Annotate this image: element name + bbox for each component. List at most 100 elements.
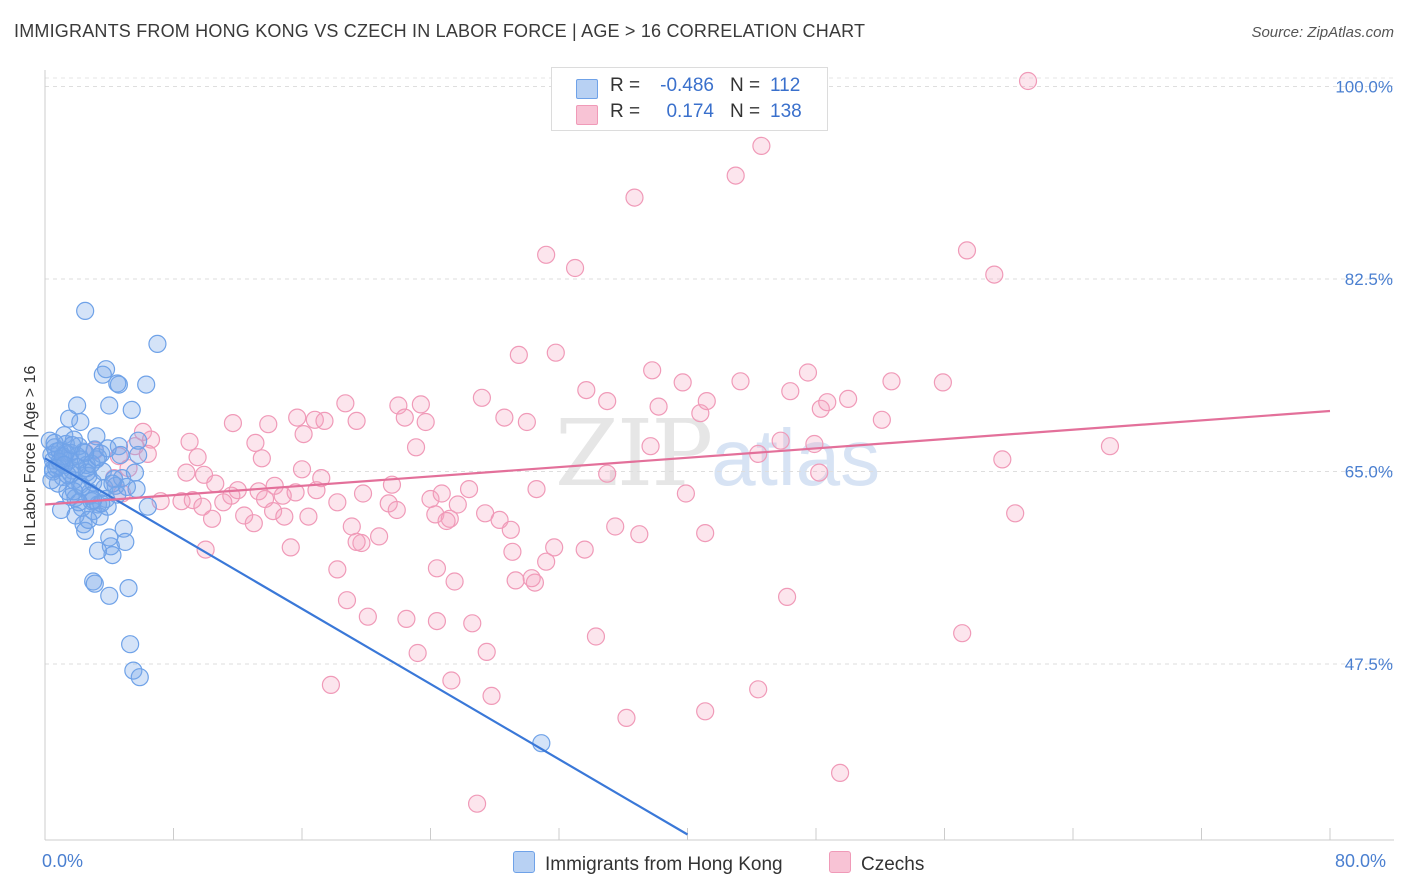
czech-point [1100,437,1120,456]
czech-point [188,448,207,467]
hong-kong-point [87,427,106,446]
hong-kong-point [76,301,95,320]
czech-point [811,399,830,418]
czech-point [503,542,522,561]
hong-kong-point [108,374,127,393]
czechs-points [85,71,1120,813]
hong-kong-point [42,471,61,490]
czech-point [337,591,357,610]
hong-kong-points [40,301,551,753]
hong-kong-point [59,409,79,428]
hong-kong-point [125,463,145,482]
czech-point [749,680,768,699]
watermark-zip: ZIP [555,400,713,507]
hong-kong-point [45,433,64,452]
czech-point [395,408,414,427]
czech-point [953,624,972,643]
hong-kong-point [116,532,135,552]
czech-point [643,361,662,380]
bottom-legend-swatch-czechs [829,851,851,873]
czech-point [537,245,556,264]
legend-n-label: N = [730,101,761,122]
hong-kong-point [137,375,156,394]
czech-point [180,432,199,451]
czech-point [731,372,750,391]
legend-n-label: N = [730,75,761,96]
czech-point [252,449,271,468]
czech-point [649,397,668,416]
czech-point [506,571,525,590]
czech-point [321,675,341,695]
trend-lines [44,409,1331,836]
hong-kong-point [119,578,138,598]
czech-point [448,495,467,514]
czech-point [575,540,594,559]
chart-title: IMMIGRANTS FROM HONG KONG VS CZECH IN LA… [14,21,866,41]
legend-n-value-czechs: 138 [770,101,802,122]
czech-point [426,505,445,524]
czech-point [411,395,430,414]
hong-kong-point [127,480,146,499]
czech-point [882,372,901,391]
source-note: Source: ZipAtlas.com [1251,24,1394,41]
czech-point [133,422,153,441]
czech-point [406,438,426,457]
czech-point [501,520,520,539]
czech-point [617,708,636,728]
grid-lines: 47.5% 65.0% 82.5% 100.0% [45,77,1394,674]
czech-point [442,671,461,690]
hong-kong-point [88,541,108,560]
watermark: ZIPatlas [555,400,880,507]
hong-kong-point [71,412,90,432]
bottom-legend-czechs: Czechs [829,851,924,876]
czech-point [347,411,366,430]
czech-point [696,523,715,543]
hong-kong-point [64,482,84,501]
czech-point [830,763,850,783]
hong-kong-trend-line [44,457,689,836]
czech-point [545,538,564,557]
hong-kong-point [77,463,96,482]
hong-kong-point [130,668,149,687]
legend-n-value-hong-kong: 112 [770,75,801,96]
czech-point [625,188,644,207]
czech-point [183,491,202,510]
czech-point [427,611,447,631]
y-axis-label: In Labor Force | Age > 16 [22,366,39,547]
czech-point [598,464,617,483]
watermark-atlas: atlas [711,413,881,502]
hong-kong-point [96,360,116,379]
czech-point [315,411,334,430]
legend-row-hong-kong: R = -0.486 N = 112 [552,75,827,103]
hong-kong-point [100,586,119,605]
bottom-legend-hong-kong: Immigrants from Hong Kong [513,851,783,876]
czech-point [353,484,373,503]
czech-point [244,514,263,533]
czech-point [408,643,427,663]
czech-point [598,392,617,411]
y-tick-label: 100.0% [1335,78,1393,97]
czech-point [416,412,435,432]
czech-point [467,794,487,813]
czech-point [206,474,225,493]
czech-point [798,363,818,382]
hong-kong-point [100,396,119,415]
czech-point [522,569,541,588]
czech-point [697,392,716,411]
hong-kong-point [76,443,95,462]
czech-point [459,480,479,499]
czech-point [387,500,406,520]
czech-point [440,509,459,528]
czech-point [299,507,318,526]
czech-point [427,559,447,578]
czech-point [275,507,294,526]
czech-point [288,408,307,427]
czech-point [676,484,695,503]
hong-kong-point [148,334,167,353]
czech-point [606,517,625,536]
legend-r-value-hong-kong: -0.486 [660,75,714,96]
czech-point [476,504,495,523]
czech-point [565,258,585,278]
czech-point [482,686,501,706]
czech-point [193,497,212,516]
